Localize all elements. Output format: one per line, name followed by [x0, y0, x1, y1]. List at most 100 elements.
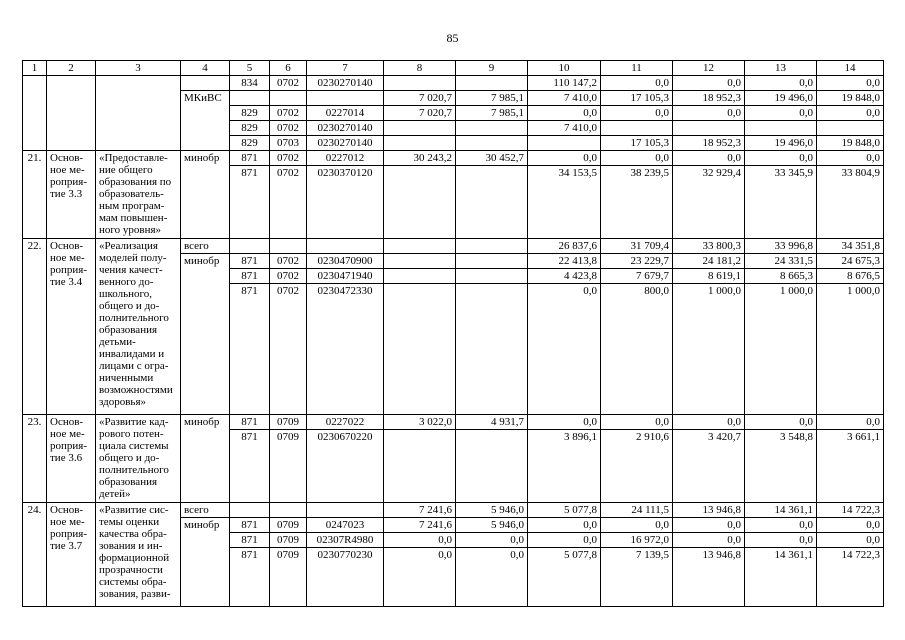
table-row: 21. Основ- ное ме- роприя- тие 3.3 «Предос… [22, 150, 884, 239]
table-cell: 0,0 [744, 105, 817, 121]
table-cell: 7 020,7 [383, 105, 456, 121]
table-cell: 871 [229, 547, 270, 607]
table-cell [46, 75, 96, 151]
table-cell: 0702 [269, 165, 307, 239]
table-cell: 871 [229, 268, 270, 284]
table-cell: 110 147,2 [527, 75, 601, 91]
table-cell [455, 75, 528, 91]
table-cell: 3 661,1 [816, 429, 884, 503]
table-cell: 0702 [269, 105, 307, 121]
table-cell [306, 90, 384, 106]
table-cell: 7 985,1 [455, 90, 528, 106]
table-cell [95, 75, 181, 151]
table-cell: 0230370120 [306, 165, 384, 239]
table-cell: 0,0 [455, 532, 528, 548]
table-cell: 0702 [269, 75, 307, 91]
table-cell: минобр [180, 517, 230, 607]
table-cell: 871 [229, 165, 270, 239]
table-cell [383, 238, 456, 254]
table-cell [455, 165, 528, 239]
table-cell [455, 283, 528, 415]
table-cell: 8 676,5 [816, 268, 884, 284]
table-cell: 24 111,5 [600, 502, 673, 518]
table-cell: 14 722,3 [816, 502, 884, 518]
table-cell: 0702 [269, 268, 307, 284]
table-cell: 23. [22, 414, 47, 503]
table-cell: 0,0 [383, 532, 456, 548]
table-cell: 0230270140 [306, 135, 384, 151]
table-cell: 0,0 [527, 105, 601, 121]
table-row: 871 0702 0230472330 0,0 800,0 1 000,0 1 000,0 1… [23, 283, 884, 415]
table-cell [269, 90, 307, 106]
table-cell: 7 410,0 [527, 120, 601, 136]
table-cell: 34 351,8 [816, 238, 884, 254]
table-cell: 7 241,6 [383, 517, 456, 533]
table-cell: 834 [229, 75, 270, 91]
table-cell: всего [180, 238, 230, 254]
table-cell [383, 283, 456, 415]
table-cell: 24 181,2 [672, 253, 745, 269]
table-row: 22. Основ- ное ме- роприя- тие 3.4 «Реализ… [22, 238, 884, 415]
table-cell: 0,0 [455, 547, 528, 607]
table-cell [744, 120, 817, 136]
table-cell: 19 848,0 [816, 135, 884, 151]
table-cell [383, 429, 456, 503]
column-header-5: 5 [229, 60, 270, 76]
table-cell: 0,0 [744, 75, 817, 91]
table-cell: 0,0 [672, 105, 745, 121]
table-cell: 8 619,1 [672, 268, 745, 284]
table-cell: 33 345,9 [744, 165, 817, 239]
table-cell: 0,0 [600, 414, 673, 430]
table-cell: 0,0 [816, 414, 884, 430]
table-cell: 0,0 [527, 414, 601, 430]
column-header-1: 1 [22, 60, 47, 76]
table-cell: 0,0 [744, 532, 817, 548]
table-cell: 0,0 [816, 150, 884, 166]
column-header-2: 2 [46, 60, 96, 76]
table-cell: 1 000,0 [672, 283, 745, 415]
table-cell [672, 120, 745, 136]
table-cell: 871 [229, 429, 270, 503]
table-cell: 7 679,7 [600, 268, 673, 284]
table-cell: 22. [22, 238, 47, 415]
table-cell [229, 238, 270, 254]
table-cell: 7 410,0 [527, 90, 601, 106]
page-number: 85 [446, 31, 459, 45]
table-cell: 32 929,4 [672, 165, 745, 239]
table-cell [455, 238, 528, 254]
table-cell [600, 120, 673, 136]
table-cell [180, 75, 230, 91]
column-header-9: 9 [455, 60, 528, 76]
table-cell: 800,0 [600, 283, 673, 415]
table-cell [527, 135, 601, 151]
table-row: 829 0703 0230270140 17 105,3 18 952,3 19 496,… [23, 135, 884, 151]
table-cell [383, 75, 456, 91]
table-cell: 0709 [269, 429, 307, 503]
table-cell: Основ- ное ме- роприя- тие 3.6 [46, 414, 96, 503]
table-cell: 871 [229, 532, 270, 548]
table-cell: 24 331,5 [744, 253, 817, 269]
table-cell [455, 253, 528, 269]
table-cell: 0,0 [600, 105, 673, 121]
table-cell: 0,0 [744, 150, 817, 166]
table-cell: 19 496,0 [744, 135, 817, 151]
column-header-13: 13 [744, 60, 817, 76]
table-cell: 24 675,3 [816, 253, 884, 269]
table-cell: 0,0 [600, 150, 673, 166]
column-header-10: 10 [527, 60, 601, 76]
table-row: МКиВС 7 020,7 7 985,1 7 410,0 17 105,3 18 952… [23, 90, 884, 151]
table-cell: МКиВС [180, 90, 230, 151]
table-cell: 19 496,0 [744, 90, 817, 106]
table-cell [455, 135, 528, 151]
table-cell: 3 548,8 [744, 429, 817, 503]
table-cell: 18 952,3 [672, 135, 745, 151]
table-cell [229, 502, 270, 518]
table-cell: 14 361,1 [744, 547, 817, 607]
table-cell: 3 896,1 [527, 429, 601, 503]
table-header-row: 1 2 3 4 5 6 7 8 9 10 11 12 13 14 [22, 60, 884, 76]
table-cell: «Реализация моделей полу- чения качест- … [95, 238, 181, 415]
table-cell: 0,0 [672, 414, 745, 430]
table-cell: 30 452,7 [455, 150, 528, 166]
table-row: минобр 871 0702 0230470900 22 413,8 23 229,7 2… [23, 253, 884, 415]
